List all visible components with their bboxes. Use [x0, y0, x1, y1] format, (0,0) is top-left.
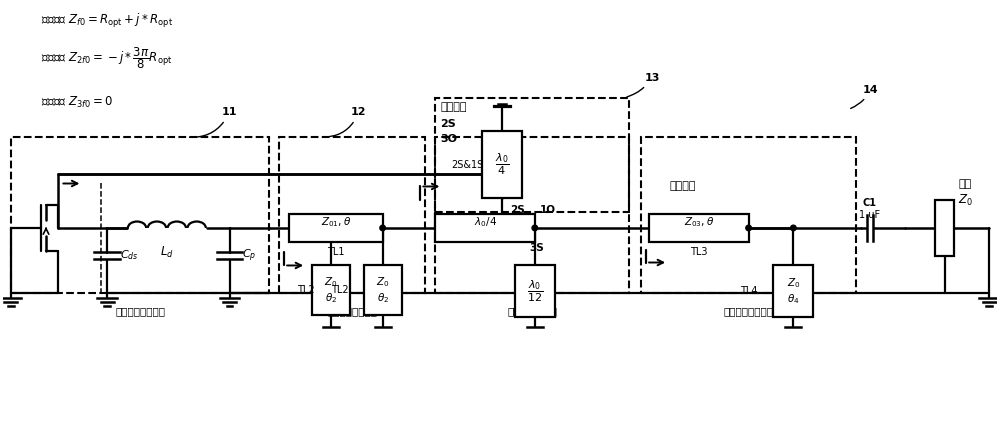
Bar	[279, 137, 425, 293]
Text: TL3: TL3	[690, 247, 708, 256]
Text: 晶体管及寄生电路: 晶体管及寄生电路	[115, 306, 165, 316]
Text: TL1: TL1	[327, 247, 345, 256]
Text: 14: 14	[851, 85, 879, 108]
Text: $C_p$: $C_p$	[242, 248, 257, 264]
Text: $Z_0$: $Z_0$	[958, 193, 973, 208]
Text: $Z_0$
$\theta_2$: $Z_0$ $\theta_2$	[376, 275, 389, 305]
Circle shape	[791, 225, 796, 231]
Text: $Z_{01},\theta$: $Z_{01},\theta$	[321, 215, 351, 229]
Circle shape	[532, 225, 538, 231]
Text: 2S: 2S	[440, 119, 456, 129]
Text: $\lambda_0/4$: $\lambda_0/4$	[474, 215, 497, 229]
Bar	[515, 265, 555, 317]
Text: 基波阻抗 $Z_{f0} = R_{\rm opt}+j*R_{\rm opt}$: 基波阻抗 $Z_{f0} = R_{\rm opt}+j*R_{\rm opt}…	[41, 12, 173, 29]
Text: 谐波阻抗: 谐波阻抗	[440, 103, 467, 112]
Text: 1O: 1O	[540, 205, 556, 215]
Bar	[364, 265, 402, 315]
Circle shape	[380, 225, 385, 231]
Text: 1 uF: 1 uF	[859, 210, 880, 220]
Text: TL2: TL2	[331, 285, 349, 295]
Text: $\dfrac{\lambda_0}{4}$: $\dfrac{\lambda_0}{4}$	[495, 152, 509, 178]
Text: $Z_0$
$\theta_2$: $Z_0$ $\theta_2$	[324, 275, 338, 305]
Text: 3O: 3O	[440, 134, 457, 144]
Text: 谐波阻抗控制单元: 谐波阻抗控制单元	[507, 306, 557, 316]
Text: $Z_0$
$\theta_4$: $Z_0$ $\theta_4$	[787, 277, 800, 306]
Text: 3S: 3S	[529, 243, 544, 253]
Bar	[312, 265, 350, 315]
Text: 2S&1S: 2S&1S	[451, 160, 483, 170]
Bar	[11, 137, 269, 293]
Text: 基波阻抗控制单元: 基波阻抗控制单元	[724, 306, 774, 316]
Text: 负载: 负载	[958, 179, 972, 190]
Bar	[435, 98, 629, 212]
Text: 三次谐波 $Z_{3f0} = 0$: 三次谐波 $Z_{3f0} = 0$	[41, 95, 113, 110]
Bar	[435, 214, 535, 242]
Text: C1: C1	[863, 198, 877, 208]
Text: $C_{ds}$: $C_{ds}$	[120, 249, 139, 263]
Text: TL2: TL2	[297, 285, 315, 295]
Bar	[773, 265, 813, 317]
Bar	[482, 131, 522, 198]
Bar	[289, 214, 383, 242]
Text: $Z_{03},\theta$: $Z_{03},\theta$	[684, 215, 714, 229]
Circle shape	[746, 225, 751, 231]
Bar	[649, 214, 749, 242]
Text: 12: 12	[324, 107, 366, 137]
Bar	[435, 137, 629, 293]
Text: 二次谐波 $Z_{2f0} = -j*\dfrac{3\pi}{8} R_{\rm opt}$: 二次谐波 $Z_{2f0} = -j*\dfrac{3\pi}{8} R_{\r…	[41, 45, 172, 71]
Text: $\dfrac{\lambda_0}{12}$: $\dfrac{\lambda_0}{12}$	[527, 278, 543, 304]
Bar	[935, 200, 954, 256]
Text: TL4: TL4	[740, 286, 758, 296]
Text: $L_d$: $L_d$	[160, 245, 174, 260]
Text: 2S: 2S	[511, 205, 525, 215]
Text: 13: 13	[627, 73, 660, 97]
Text: 11: 11	[190, 107, 237, 137]
Text: 谐波寄生补偿单元: 谐波寄生补偿单元	[327, 306, 377, 316]
Text: 基波阻抗: 基波阻抗	[669, 182, 696, 191]
Bar	[641, 137, 856, 293]
